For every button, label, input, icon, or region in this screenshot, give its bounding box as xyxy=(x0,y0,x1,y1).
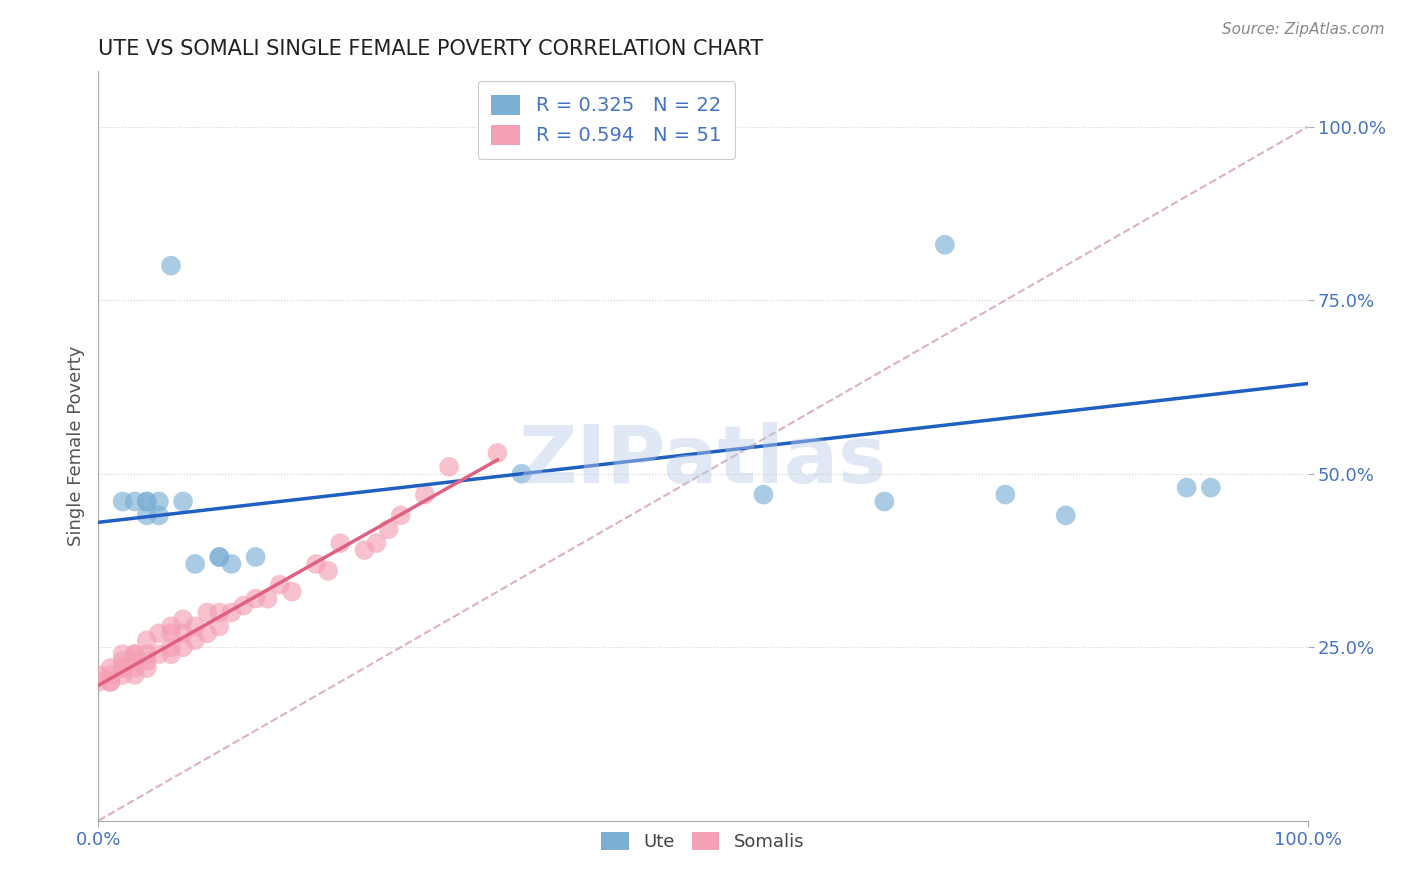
Point xyxy=(1199,481,1222,495)
Point xyxy=(256,591,278,606)
Point xyxy=(172,640,194,655)
Point xyxy=(148,494,170,508)
Point xyxy=(316,564,339,578)
Point xyxy=(135,633,157,648)
Point xyxy=(184,557,207,571)
Point xyxy=(281,584,304,599)
Point xyxy=(245,549,267,564)
Point xyxy=(1175,481,1198,495)
Point xyxy=(124,668,146,682)
Point xyxy=(245,591,267,606)
Point xyxy=(111,647,134,661)
Text: Source: ZipAtlas.com: Source: ZipAtlas.com xyxy=(1222,22,1385,37)
Point xyxy=(994,487,1017,501)
Y-axis label: Single Female Poverty: Single Female Poverty xyxy=(66,346,84,546)
Point xyxy=(208,619,231,633)
Point xyxy=(148,647,170,661)
Point xyxy=(208,606,231,620)
Point xyxy=(135,647,157,661)
Point xyxy=(510,467,533,481)
Point xyxy=(172,626,194,640)
Point xyxy=(413,487,436,501)
Point xyxy=(160,259,183,273)
Point xyxy=(148,626,170,640)
Point xyxy=(100,674,122,689)
Point xyxy=(184,633,207,648)
Text: ZIPatlas: ZIPatlas xyxy=(519,422,887,500)
Point xyxy=(232,599,254,613)
Point xyxy=(329,536,352,550)
Point xyxy=(195,626,218,640)
Point xyxy=(148,508,170,523)
Point xyxy=(124,494,146,508)
Point xyxy=(111,661,134,675)
Point xyxy=(437,459,460,474)
Point xyxy=(100,668,122,682)
Text: UTE VS SOMALI SINGLE FEMALE POVERTY CORRELATION CHART: UTE VS SOMALI SINGLE FEMALE POVERTY CORR… xyxy=(98,38,763,59)
Point xyxy=(389,508,412,523)
Point xyxy=(486,446,509,460)
Point xyxy=(160,640,183,655)
Point xyxy=(124,647,146,661)
Point xyxy=(208,549,231,564)
Point xyxy=(111,668,134,682)
Point xyxy=(172,494,194,508)
Point xyxy=(195,606,218,620)
Legend: Ute, Somalis: Ute, Somalis xyxy=(592,823,814,860)
Point xyxy=(111,661,134,675)
Point xyxy=(873,494,896,508)
Point xyxy=(184,619,207,633)
Point xyxy=(124,661,146,675)
Point xyxy=(135,661,157,675)
Point xyxy=(135,494,157,508)
Point xyxy=(934,237,956,252)
Point xyxy=(160,619,183,633)
Point xyxy=(100,661,122,675)
Point xyxy=(87,668,110,682)
Point xyxy=(87,674,110,689)
Point xyxy=(221,606,243,620)
Point xyxy=(221,557,243,571)
Point xyxy=(208,549,231,564)
Point xyxy=(111,494,134,508)
Point xyxy=(305,557,328,571)
Point xyxy=(353,543,375,558)
Point xyxy=(135,508,157,523)
Point xyxy=(1054,508,1077,523)
Point xyxy=(172,612,194,626)
Point xyxy=(135,654,157,668)
Point xyxy=(100,674,122,689)
Point xyxy=(366,536,388,550)
Point xyxy=(135,494,157,508)
Point xyxy=(160,647,183,661)
Point xyxy=(111,654,134,668)
Point xyxy=(160,626,183,640)
Point xyxy=(377,522,399,536)
Point xyxy=(269,578,291,592)
Point xyxy=(124,647,146,661)
Point xyxy=(124,654,146,668)
Point xyxy=(752,487,775,501)
